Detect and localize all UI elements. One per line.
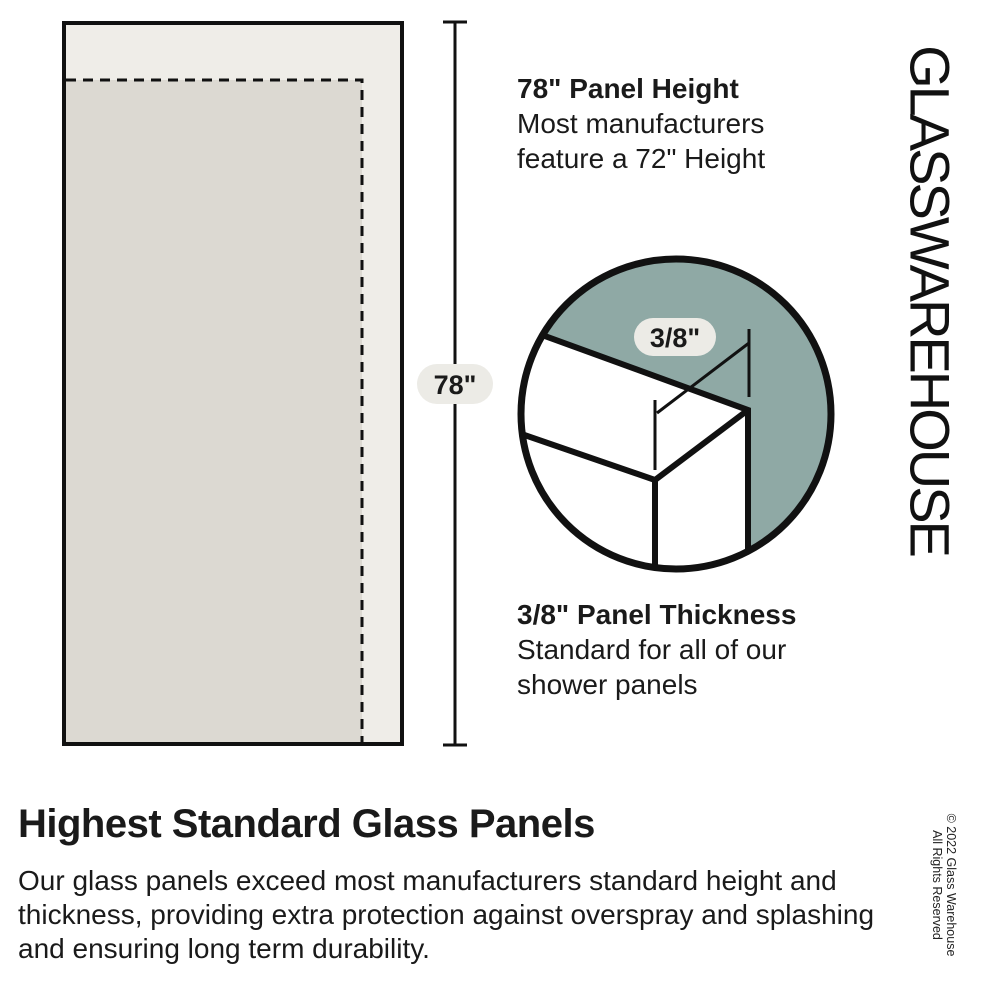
height-callout-line: feature a 72" Height — [517, 143, 766, 174]
copyright-line: © 2022 Glass Warehouse — [944, 813, 958, 957]
panel-drawing — [62, 21, 404, 746]
height-pill — [417, 364, 493, 404]
brand-wordmark: GLASSWAREHOUSE — [898, 45, 962, 555]
footer-title: Highest Standard Glass Panels — [18, 802, 595, 846]
height-callout: 78" Panel Height Most manufacturers feat… — [517, 71, 765, 176]
panel-inner — [66, 80, 362, 742]
thickness-callout: 3/8" Panel Thickness Standard for all of… — [517, 597, 796, 702]
thickness-callout-line: shower panels — [517, 669, 698, 700]
brand-logo: GLASSWAREHOUSE — [899, 20, 962, 580]
footer-body: Our glass panels exceed most manufacture… — [18, 865, 875, 964]
thickness-callout-line: Standard for all of our — [517, 634, 787, 665]
height-label: 78" — [434, 370, 477, 400]
height-callout-heading: 78" Panel Height — [517, 73, 739, 104]
copyright-line: All Rights Reserved — [930, 830, 944, 940]
thickness-pill — [634, 318, 716, 356]
thickness-label: 3/8" — [650, 323, 700, 353]
copyright: © 2022 Glass Warehouse All Rights Reserv… — [922, 800, 966, 970]
thickness-detail — [517, 255, 835, 573]
height-callout-line: Most manufacturers — [517, 108, 765, 139]
panel-72-inch-outline — [66, 78, 364, 743]
thickness-callout-heading: 3/8" Panel Thickness — [517, 599, 797, 630]
